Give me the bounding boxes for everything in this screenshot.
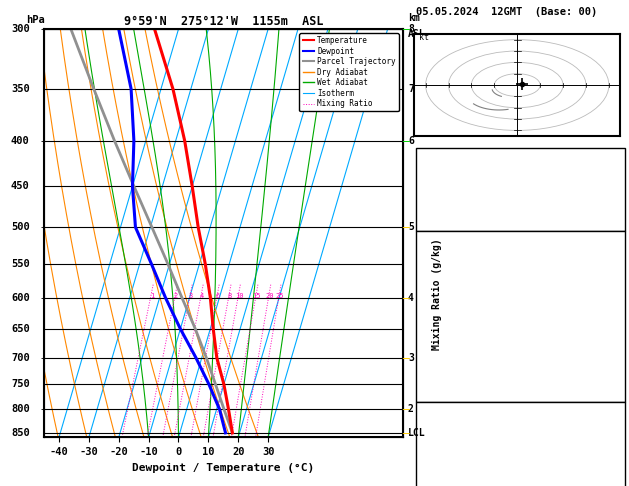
Text: 850: 850 xyxy=(607,416,625,426)
Text: 15.3: 15.3 xyxy=(601,270,625,280)
Text: Lifted Index: Lifted Index xyxy=(421,321,491,331)
Text: ─: ─ xyxy=(403,293,409,303)
Text: 4: 4 xyxy=(200,293,204,299)
Text: CIN (J): CIN (J) xyxy=(421,371,462,382)
Text: 850: 850 xyxy=(11,428,30,438)
Text: ─: ─ xyxy=(403,404,409,415)
Text: 750: 750 xyxy=(11,380,30,389)
Text: 3: 3 xyxy=(408,353,414,363)
Text: K: K xyxy=(421,153,426,163)
Text: 350: 350 xyxy=(11,84,30,94)
Text: 6: 6 xyxy=(408,136,414,146)
Text: 650: 650 xyxy=(11,324,30,334)
Text: θₑ (K): θₑ (K) xyxy=(421,441,456,451)
Text: ─: ─ xyxy=(403,353,409,363)
Bar xyxy=(416,148,625,231)
Text: 6: 6 xyxy=(216,293,220,299)
Text: km: km xyxy=(408,13,420,23)
Text: 0: 0 xyxy=(619,346,625,356)
Text: 500: 500 xyxy=(11,222,30,232)
Legend: Temperature, Dewpoint, Parcel Trajectory, Dry Adiabat, Wet Adiabat, Isotherm, Mi: Temperature, Dewpoint, Parcel Trajectory… xyxy=(299,33,399,111)
Text: Most Unstable: Most Unstable xyxy=(482,406,559,417)
Text: Temp (°C): Temp (°C) xyxy=(421,245,474,255)
Text: 400: 400 xyxy=(11,136,30,146)
Text: 4: 4 xyxy=(408,293,414,303)
Text: 2.04: 2.04 xyxy=(601,204,625,214)
Title: 9°59'N  275°12'W  1155m  ASL: 9°59'N 275°12'W 1155m ASL xyxy=(123,15,323,28)
Text: LCL: LCL xyxy=(408,428,426,438)
Text: 338: 338 xyxy=(607,441,625,451)
Text: θₑ(K): θₑ(K) xyxy=(421,295,450,306)
Text: 450: 450 xyxy=(11,181,30,191)
Text: ─: ─ xyxy=(403,24,409,34)
Text: 20: 20 xyxy=(613,153,625,163)
Bar xyxy=(416,402,625,486)
Text: 2: 2 xyxy=(174,293,178,299)
Text: 10: 10 xyxy=(235,293,243,299)
Text: 20: 20 xyxy=(265,293,274,299)
Text: ─: ─ xyxy=(403,222,409,232)
Text: ─: ─ xyxy=(403,136,409,146)
Text: hPa: hPa xyxy=(26,15,45,25)
Text: 0: 0 xyxy=(619,371,625,382)
Text: 337: 337 xyxy=(607,295,625,306)
Text: Totals Totals: Totals Totals xyxy=(421,178,497,189)
Bar xyxy=(416,231,625,402)
Text: CAPE (J): CAPE (J) xyxy=(421,346,468,356)
Text: 36: 36 xyxy=(613,178,625,189)
Text: 700: 700 xyxy=(11,353,30,363)
Text: 800: 800 xyxy=(11,404,30,415)
X-axis label: Dewpoint / Temperature (°C): Dewpoint / Temperature (°C) xyxy=(132,463,314,473)
Text: © weatheronline.co.uk: © weatheronline.co.uk xyxy=(468,474,573,484)
Text: 4: 4 xyxy=(619,467,625,477)
Text: 5: 5 xyxy=(619,321,625,331)
Text: ─: ─ xyxy=(403,428,409,438)
Text: ASL: ASL xyxy=(408,29,426,39)
Text: 550: 550 xyxy=(11,259,30,269)
Text: 05.05.2024  12GMT  (Base: 00): 05.05.2024 12GMT (Base: 00) xyxy=(416,7,598,17)
Text: 2: 2 xyxy=(408,404,414,415)
Text: 7: 7 xyxy=(408,84,414,94)
Text: 8: 8 xyxy=(408,24,414,34)
Text: 300: 300 xyxy=(11,24,30,34)
Text: Lifted Index: Lifted Index xyxy=(421,467,491,477)
Text: 600: 600 xyxy=(11,293,30,303)
Text: Dewp (°C): Dewp (°C) xyxy=(421,270,474,280)
Text: 25: 25 xyxy=(276,293,284,299)
Text: kt: kt xyxy=(419,33,429,42)
Text: 1: 1 xyxy=(150,293,154,299)
Text: 3: 3 xyxy=(189,293,193,299)
Text: 8: 8 xyxy=(228,293,232,299)
Text: 17.6: 17.6 xyxy=(601,245,625,255)
Text: 15: 15 xyxy=(252,293,261,299)
Text: Pressure (mb): Pressure (mb) xyxy=(421,416,497,426)
Text: Mixing Ratio (g/kg): Mixing Ratio (g/kg) xyxy=(432,239,442,350)
Text: Surface: Surface xyxy=(500,235,541,245)
Text: PW (cm): PW (cm) xyxy=(421,204,462,214)
Text: 5: 5 xyxy=(408,222,414,232)
